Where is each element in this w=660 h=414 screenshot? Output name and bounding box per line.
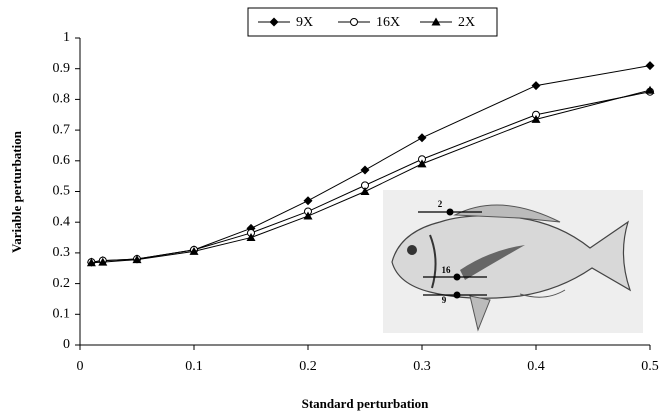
data-point: [361, 166, 370, 175]
x-tick-label: 0.1: [185, 359, 203, 374]
y-tick-label: 0.6: [53, 153, 71, 168]
annotation: 9: [442, 295, 447, 305]
x-tick-label: 0.5: [641, 359, 659, 374]
y-tick-label: 0.5: [53, 184, 71, 199]
y-tick-label: 0.4: [53, 214, 71, 229]
data-point: [361, 187, 370, 195]
x-tick-label: 0.4: [527, 359, 545, 374]
x-axis-label: Standard perturbation: [302, 396, 430, 411]
legend-label: 2X: [458, 15, 475, 30]
y-axis-label: Variable perturbation: [9, 130, 24, 253]
y-tick-label: 0.1: [53, 307, 71, 322]
data-point: [646, 61, 655, 70]
y-tick-label: 1: [63, 30, 70, 45]
legend-label: 9X: [296, 15, 313, 30]
legend-label: 16X: [376, 15, 400, 30]
data-point: [304, 196, 313, 205]
y-tick-label: 0: [63, 337, 70, 352]
y-tick-label: 0.7: [53, 122, 71, 137]
y-tick-label: 0.2: [53, 276, 71, 291]
x-tick-label: 0: [77, 359, 84, 374]
y-tick-label: 0.3: [53, 245, 71, 260]
annotation: 16: [442, 265, 452, 275]
annotation: 2: [438, 199, 443, 209]
y-tick-label: 0.9: [53, 61, 71, 76]
x-tick-label: 0.3: [413, 359, 431, 374]
chart: Standard perturbation Variable perturbat…: [0, 0, 660, 414]
data-point: [418, 133, 427, 142]
data-point: [532, 81, 541, 90]
x-tick-label: 0.2: [299, 359, 317, 374]
legend-marker: [351, 19, 358, 26]
fish-inset: [383, 190, 643, 333]
y-tick-label: 0.8: [53, 92, 71, 107]
